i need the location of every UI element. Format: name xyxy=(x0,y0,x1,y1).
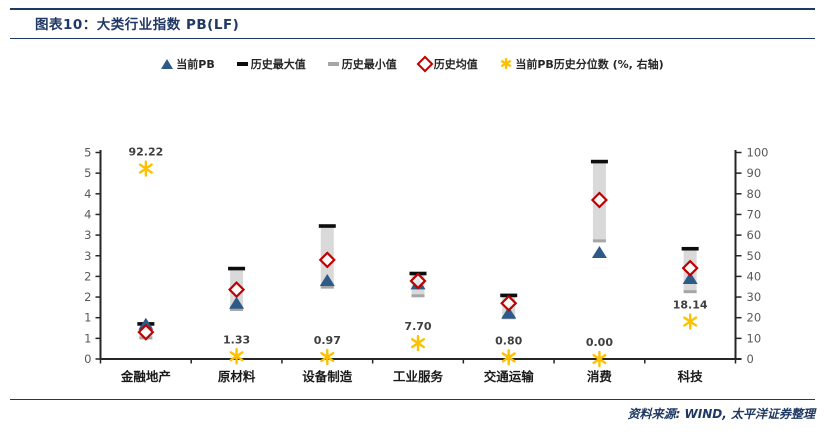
legend-item-4: ✱ 当前PB历史分位数 (%, 右轴) xyxy=(500,56,664,72)
figure-title: 图表10：大类行业指数 PB(LF) xyxy=(35,17,240,33)
right-axis-tick-label: 50 xyxy=(747,249,762,263)
right-axis-tick-label: 0 xyxy=(747,352,754,366)
source-divider-line xyxy=(10,399,815,400)
legend-item-1: 历史最大值 xyxy=(236,56,306,72)
legend-label: 当前PB xyxy=(176,58,215,71)
current-pb-triangle-marker xyxy=(501,306,517,319)
left-axis-tick-label: 3 xyxy=(84,228,91,242)
percentile-value-label: 18.14 xyxy=(673,299,708,312)
left-axis-tick-label: 1 xyxy=(84,331,91,345)
category-label: 设备制造 xyxy=(302,369,353,384)
max-dash-marker xyxy=(228,266,246,271)
right-axis-tick-label: 100 xyxy=(747,146,769,160)
legend-item-3: 历史均值 xyxy=(416,55,478,73)
category-label: 消费 xyxy=(587,369,613,384)
mean-diamond-marker xyxy=(409,272,427,290)
min-dash-marker xyxy=(230,307,244,311)
percentile-value-label: 1.33 xyxy=(223,333,250,346)
category-label: 工业服务 xyxy=(393,369,444,384)
left-axis-tick-label: 2 xyxy=(84,269,91,283)
right-axis-tick-label: 40 xyxy=(747,269,762,283)
source-note: 资料来源: WIND, 太平洋证券整理 xyxy=(627,407,815,421)
max-dash-marker xyxy=(681,246,699,251)
left-axis-tick-label: 4 xyxy=(84,207,91,221)
legend-label: 历史最小值 xyxy=(341,58,397,71)
percentile-asterisk-marker xyxy=(501,352,516,363)
percentile-value-label: 0.00 xyxy=(586,336,613,349)
current-pb-triangle-marker xyxy=(591,245,607,258)
percentile-asterisk-marker xyxy=(592,353,607,365)
chart-legend: 当前PB 历史最大值 历史最小值 历史均值 ✱ 当前PB历史分位数 (%, 右轴) xyxy=(0,55,825,73)
right-axis-tick-label: 70 xyxy=(747,207,762,221)
max-dash-marker xyxy=(590,159,608,164)
percentile-asterisk-marker xyxy=(138,163,153,174)
top-border-line xyxy=(10,8,815,10)
mean-diamond-marker xyxy=(681,259,699,277)
mean-diamond-marker xyxy=(590,191,608,209)
percentile-value-label: 0.80 xyxy=(495,334,522,347)
percentile-value-label: 92.22 xyxy=(128,146,163,159)
left-axis-tick-label: 4 xyxy=(84,187,91,201)
min-dash-marker xyxy=(683,290,697,294)
asterisk-icon: ✱ xyxy=(499,55,513,73)
percentile-asterisk-marker xyxy=(411,337,425,349)
left-axis-tick-label: 1 xyxy=(84,311,91,325)
min-dash-marker xyxy=(411,294,425,298)
right-axis-tick-label: 10 xyxy=(747,331,762,345)
current-pb-triangle-marker xyxy=(682,271,698,284)
left-axis-tick-label: 3 xyxy=(84,249,91,263)
current-pb-triangle-marker xyxy=(319,274,335,287)
left-axis-tick-label: 0 xyxy=(84,352,91,366)
mean-diamond-marker xyxy=(318,251,336,269)
triangle-icon xyxy=(161,59,174,69)
left-axis-tick-label: 2 xyxy=(84,290,91,304)
right-axis-tick-label: 80 xyxy=(747,187,762,201)
category-label: 交通运输 xyxy=(484,369,535,384)
right-axis-tick-label: 60 xyxy=(747,228,762,242)
mean-diamond-marker xyxy=(500,294,518,312)
percentile-value-label: 7.70 xyxy=(404,320,431,333)
category-label: 金融地产 xyxy=(120,369,171,384)
title-divider-line xyxy=(10,38,815,39)
max-dash-marker xyxy=(318,224,336,228)
legend-label: 历史最大值 xyxy=(250,58,306,71)
min-dash-marker xyxy=(592,239,606,243)
legend-item-2: 历史最小值 xyxy=(327,56,397,72)
percentile-asterisk-marker xyxy=(683,316,698,327)
legend-item-0: 当前PB xyxy=(161,56,215,72)
legend-label: 当前PB历史分位数 (%, 右轴) xyxy=(515,58,664,71)
left-axis-tick-label: 5 xyxy=(84,146,91,160)
dash-icon xyxy=(327,62,339,66)
right-axis-tick-label: 20 xyxy=(747,311,762,325)
category-label: 科技 xyxy=(678,369,704,384)
mean-diamond-marker xyxy=(228,281,246,299)
category-label: 原材料 xyxy=(218,369,256,384)
right-axis-tick-label: 30 xyxy=(747,290,762,304)
right-axis-tick-label: 90 xyxy=(747,166,762,180)
left-axis-tick-label: 5 xyxy=(84,166,91,180)
dash-icon xyxy=(236,62,248,66)
mean-diamond-marker xyxy=(137,323,155,341)
min-dash-marker xyxy=(320,285,334,289)
legend-label: 历史均值 xyxy=(433,58,478,71)
percentile-value-label: 0.97 xyxy=(314,334,341,347)
current-pb-triangle-marker xyxy=(229,296,245,309)
percentile-asterisk-marker xyxy=(229,351,244,362)
percentile-asterisk-marker xyxy=(320,351,335,363)
